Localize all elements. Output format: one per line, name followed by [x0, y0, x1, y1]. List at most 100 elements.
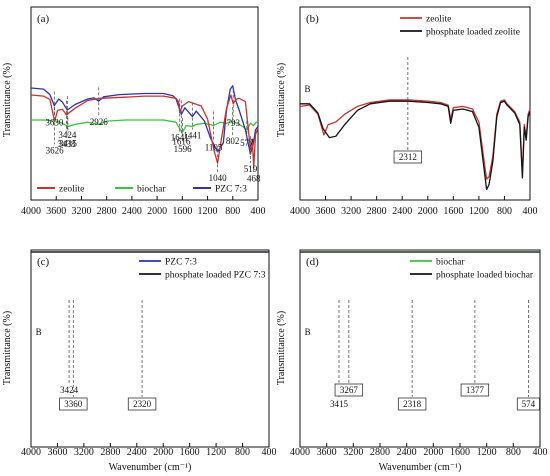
x-tick-label: 400: [523, 206, 538, 217]
peak-label-box: [460, 383, 490, 397]
x-tick-label: 1600: [180, 447, 200, 458]
x-tick-label: 3600: [316, 206, 336, 217]
legend-entry: phosphate loaded biochar: [436, 271, 534, 281]
x-tick-label: 3200: [74, 447, 94, 458]
panel-b: 4000 3600 3200 2800 2400 2000 1600 1200 800 400 Tr…: [276, 6, 538, 217]
peak-label: 1040: [209, 173, 228, 183]
x-tick-label: 2800: [370, 447, 390, 458]
x-tick-label: 2800: [100, 447, 120, 458]
peak-label: 1105: [205, 143, 223, 153]
legend-entry: PZC 7:3: [165, 258, 197, 268]
x-tick-label: 3200: [71, 206, 91, 217]
peak-label: 3424: [58, 130, 77, 140]
plot-frame: [299, 249, 541, 448]
peak-label: 1441: [183, 131, 201, 141]
x-tick-label: 400: [533, 447, 548, 458]
peak-label-box: [397, 397, 427, 411]
x-tick-label: 2000: [153, 447, 173, 458]
x-tick-label: 1200: [206, 447, 226, 458]
panel-a: 4000 3600 3200 2800 2400 2000 1600 1200 800 400 Tr…: [2, 6, 266, 217]
y-axis-label: Transmittance (%): [2, 63, 13, 137]
y-axis-label: Transmittance (%): [276, 311, 287, 385]
x-tick-label: 2000: [423, 447, 443, 458]
panel-label: (d): [306, 256, 319, 268]
peak-label: 468: [247, 174, 261, 184]
panel-c: 4000 3600 3200 2800 2400 2000 1600 1200 800 400 Tr…: [2, 249, 277, 473]
peak-label: 3267: [340, 385, 359, 395]
legend-entry: zeolite: [59, 185, 84, 195]
x-tick-label: 3600: [317, 447, 337, 458]
side-marker: B: [305, 327, 311, 337]
series-line-pzc-7-3: [30, 85, 259, 155]
legend-entry: biochar: [436, 258, 465, 268]
panel-d: 4000 3600 3200 2800 2400 2000 1600 1200 800 400 Tr…: [276, 249, 548, 473]
peak-label: 2318: [403, 399, 422, 409]
x-tick-label: 4000: [21, 447, 41, 458]
peak-label: 1641: [171, 133, 189, 143]
x-tick-label: 2000: [147, 206, 167, 217]
peak-label: 577: [240, 138, 254, 148]
x-tick-label: 2400: [392, 206, 412, 217]
plot-frame: [30, 249, 270, 448]
x-tick-label: 2400: [122, 206, 142, 217]
x-tick-label: 3600: [46, 206, 66, 217]
peak-label: 793: [226, 118, 240, 128]
x-tick-label: 3200: [343, 447, 363, 458]
peak-label-box: [393, 150, 423, 164]
series-line-zeolite: [299, 99, 531, 180]
peak-label: 574: [522, 399, 536, 409]
peak-label-box: [334, 383, 364, 397]
x-tick-label: 2400: [397, 447, 417, 458]
peak-label: 3415: [330, 399, 349, 409]
x-tick-label: 2400: [127, 447, 147, 458]
peak-label-box: [516, 397, 540, 411]
x-axis-label: Wavenumber (cm⁻¹): [109, 462, 192, 473]
peak-label: 2312: [399, 152, 417, 162]
x-tick-label: 1600: [443, 206, 463, 217]
legend-entry: biochar: [137, 185, 166, 195]
peak-label: 3438: [57, 139, 76, 149]
series-line-biochar: [31, 119, 258, 133]
x-tick-label: 4000: [21, 206, 41, 217]
peak-label: 3424: [60, 385, 79, 395]
y-axis-label: Transmittance (%): [2, 311, 13, 385]
peak-label: 3360: [64, 399, 83, 409]
x-tick-label: 800: [235, 447, 250, 458]
x-tick-label: 2000: [418, 206, 438, 217]
legend-entry: zeolite: [426, 15, 451, 25]
peak-label: 1377: [466, 385, 485, 395]
y-axis-label: Transmittance (%): [276, 63, 287, 137]
x-tick-label: 1200: [477, 447, 497, 458]
x-tick-label: 1600: [450, 447, 470, 458]
x-tick-label: 400: [262, 447, 277, 458]
x-tick-label: 400: [251, 206, 266, 217]
legend-entry: phosphate loaded zeolite: [426, 28, 520, 38]
x-tick-label: 4000: [290, 447, 310, 458]
x-tick-label: 3200: [341, 206, 361, 217]
series-line-zeolite: [30, 94, 259, 169]
x-tick-label: 800: [497, 206, 512, 217]
x-tick-label: 1600: [172, 206, 192, 217]
x-axis-label: Wavenumber (cm⁻¹): [379, 462, 462, 473]
x-tick-label: 2800: [367, 206, 387, 217]
peak-label: 3626: [46, 145, 65, 155]
peak-label: 2926: [90, 117, 109, 127]
legend-entry: PZC 7:3: [215, 185, 247, 195]
plot-frame: [30, 6, 259, 201]
peak-label: 1616: [172, 136, 191, 146]
peak-label: 802: [226, 136, 240, 146]
x-tick-label: 1200: [469, 206, 489, 217]
x-tick-label: 800: [506, 447, 521, 458]
peak-label: 519: [244, 164, 258, 174]
x-tick-label: 1200: [198, 206, 218, 217]
panel-label: (c): [37, 256, 50, 268]
x-tick-label: 800: [225, 206, 240, 217]
x-tick-label: 3600: [47, 447, 67, 458]
x-tick-label: 4000: [290, 206, 310, 217]
panel-label: (a): [37, 13, 50, 25]
peak-label-box: [127, 397, 157, 411]
side-marker: B: [36, 327, 42, 337]
peak-label: 3415: [59, 139, 78, 149]
legend-entry: phosphate loaded PZC 7:3: [165, 271, 266, 281]
